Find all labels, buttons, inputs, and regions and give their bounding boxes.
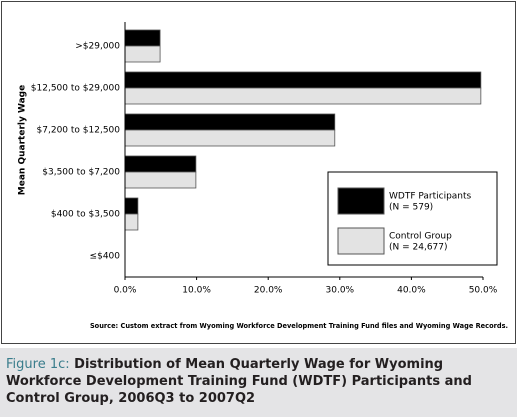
bar: [124, 29, 161, 47]
bar: [124, 213, 139, 231]
x-tick-label: 0.0%: [114, 286, 137, 296]
x-tick-label: 20.0%: [254, 286, 283, 296]
y-tick-label: $12,500 to $29,000: [31, 84, 120, 94]
legend-swatch: [337, 187, 385, 215]
legend-label: WDTF Participants: [389, 192, 472, 202]
bar: [124, 113, 336, 131]
bar: [124, 87, 482, 105]
bar: [124, 197, 139, 215]
y-axis-label: Mean Quarterly Wage: [18, 85, 28, 195]
legend-label: Control Group: [389, 232, 452, 242]
legend-note: (N = 579): [389, 203, 433, 213]
x-tick-label: 30.0%: [326, 286, 355, 296]
legend-swatch: [337, 227, 385, 255]
y-tick-label: $400 to $3,500: [51, 210, 120, 220]
bar: [124, 171, 197, 189]
x-tick-label: 50.0%: [469, 286, 498, 296]
legend-note: (N = 24,677): [389, 243, 448, 253]
bar: [124, 155, 197, 173]
bar: [124, 71, 482, 89]
source: Source: Custom extract from Wyoming Work…: [90, 322, 508, 330]
y-tick-label: $3,500 to $7,200: [42, 168, 120, 178]
caption: Figure 1c: Distribution of Mean Quarterl…: [0, 348, 517, 417]
bar: [124, 129, 336, 147]
caption-text: Distribution of Mean Quarterly Wage for …: [6, 357, 472, 406]
x-tick-label: 40.0%: [397, 286, 426, 296]
y-tick-label: >$29,000: [75, 42, 120, 52]
x-tick-label: 10.0%: [182, 286, 211, 296]
bar: [124, 45, 161, 63]
chart: Mean Quarterly Wage Source: Custom extra…: [1, 1, 516, 344]
figure-label: Figure 1c:: [6, 357, 70, 372]
y-tick-label: ≤$400: [90, 252, 121, 262]
y-tick-label: $7,200 to $12,500: [37, 126, 121, 136]
